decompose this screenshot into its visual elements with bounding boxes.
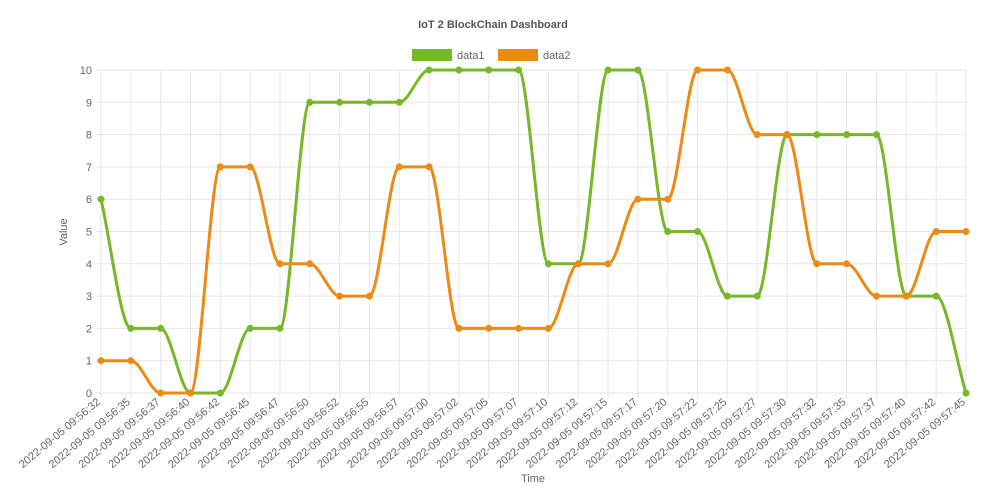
data-point-data1[interactable] — [276, 324, 284, 332]
data-point-data2[interactable] — [753, 131, 761, 139]
data-point-data1[interactable] — [544, 260, 552, 268]
series-layer — [97, 66, 970, 397]
data-point-data1[interactable] — [455, 66, 463, 74]
legend-swatch — [412, 49, 452, 61]
data-point-data2[interactable] — [127, 357, 135, 365]
y-tick-label: 9 — [86, 97, 92, 109]
data-point-data2[interactable] — [843, 260, 851, 268]
y-tick-label: 7 — [86, 162, 92, 174]
legend-item-data1[interactable]: data1 — [412, 49, 485, 62]
data-point-data2[interactable] — [873, 292, 881, 300]
x-axis-label: Time — [521, 473, 545, 485]
data-point-data2[interactable] — [634, 195, 642, 203]
data-point-data2[interactable] — [425, 163, 433, 171]
y-tick-label: 6 — [86, 194, 92, 206]
y-axis-label: Value — [58, 218, 70, 245]
data-point-data1[interactable] — [604, 66, 612, 74]
legend-swatch — [498, 49, 538, 61]
chart-title: IoT 2 BlockChain Dashboard — [418, 19, 568, 31]
data-point-data1[interactable] — [127, 324, 135, 332]
y-tick-label: 1 — [86, 356, 92, 368]
y-tick-label: 5 — [86, 227, 92, 239]
data-point-data1[interactable] — [843, 131, 851, 139]
data-point-data2[interactable] — [902, 292, 910, 300]
data-point-data1[interactable] — [485, 66, 493, 74]
y-tick-label: 4 — [86, 259, 92, 271]
data-point-data1[interactable] — [694, 228, 702, 235]
series-data1 — [97, 66, 970, 397]
data-point-data1[interactable] — [664, 228, 672, 235]
data-point-data1[interactable] — [246, 324, 254, 332]
data-point-data2[interactable] — [813, 260, 821, 268]
y-tick-label: 10 — [80, 65, 92, 77]
y-tick-label: 0 — [86, 388, 92, 400]
data-point-data2[interactable] — [694, 66, 702, 74]
data-point-data1[interactable] — [873, 131, 881, 139]
y-tick-label: 2 — [86, 323, 92, 335]
data-point-data2[interactable] — [306, 260, 314, 268]
legend-item-data2[interactable]: data2 — [498, 49, 571, 62]
data-point-data2[interactable] — [395, 163, 403, 171]
data-point-data1[interactable] — [216, 389, 224, 397]
data-point-data1[interactable] — [813, 131, 821, 139]
data-point-data2[interactable] — [157, 389, 165, 397]
data-point-data2[interactable] — [97, 357, 105, 365]
data-point-data1[interactable] — [425, 66, 433, 74]
data-point-data2[interactable] — [515, 324, 523, 332]
data-point-data1[interactable] — [723, 292, 731, 300]
y-tick-label: 3 — [86, 291, 92, 303]
data-point-data1[interactable] — [365, 98, 373, 106]
data-point-data2[interactable] — [962, 228, 970, 235]
data-point-data2[interactable] — [664, 195, 672, 203]
y-axis-ticks: 0 1 2 3 4 5 6 7 8 9 10 — [80, 65, 92, 400]
series-data2 — [97, 66, 970, 397]
data-point-data1[interactable] — [336, 98, 344, 106]
data-point-data2[interactable] — [246, 163, 254, 171]
data-point-data1[interactable] — [306, 98, 314, 106]
data-point-data1[interactable] — [97, 195, 105, 203]
data-point-data1[interactable] — [932, 292, 940, 300]
legend[interactable]: data1 data2 — [412, 49, 571, 62]
data-point-data2[interactable] — [723, 66, 731, 74]
data-point-data2[interactable] — [186, 389, 194, 397]
data-point-data2[interactable] — [216, 163, 224, 171]
data-point-data2[interactable] — [604, 260, 612, 268]
data-point-data2[interactable] — [276, 260, 284, 268]
data-point-data2[interactable] — [365, 292, 373, 300]
data-point-data2[interactable] — [485, 324, 493, 332]
y-tick-label: 8 — [86, 130, 92, 142]
data-point-data1[interactable] — [395, 98, 403, 106]
data-point-data2[interactable] — [336, 292, 344, 300]
series-line-data2 — [100, 68, 966, 395]
data-point-data2[interactable] — [544, 324, 552, 332]
data-point-data2[interactable] — [574, 260, 582, 268]
grid-lines — [96, 69, 967, 398]
legend-label: data1 — [457, 50, 485, 62]
data-point-data1[interactable] — [515, 66, 523, 74]
data-point-data1[interactable] — [157, 324, 165, 332]
data-point-data1[interactable] — [753, 292, 761, 300]
data-point-data1[interactable] — [634, 66, 642, 74]
legend-label: data2 — [543, 50, 571, 62]
data-point-data2[interactable] — [455, 324, 463, 332]
data-point-data2[interactable] — [783, 131, 791, 139]
data-point-data2[interactable] — [932, 228, 940, 235]
data-point-data1[interactable] — [962, 389, 970, 397]
